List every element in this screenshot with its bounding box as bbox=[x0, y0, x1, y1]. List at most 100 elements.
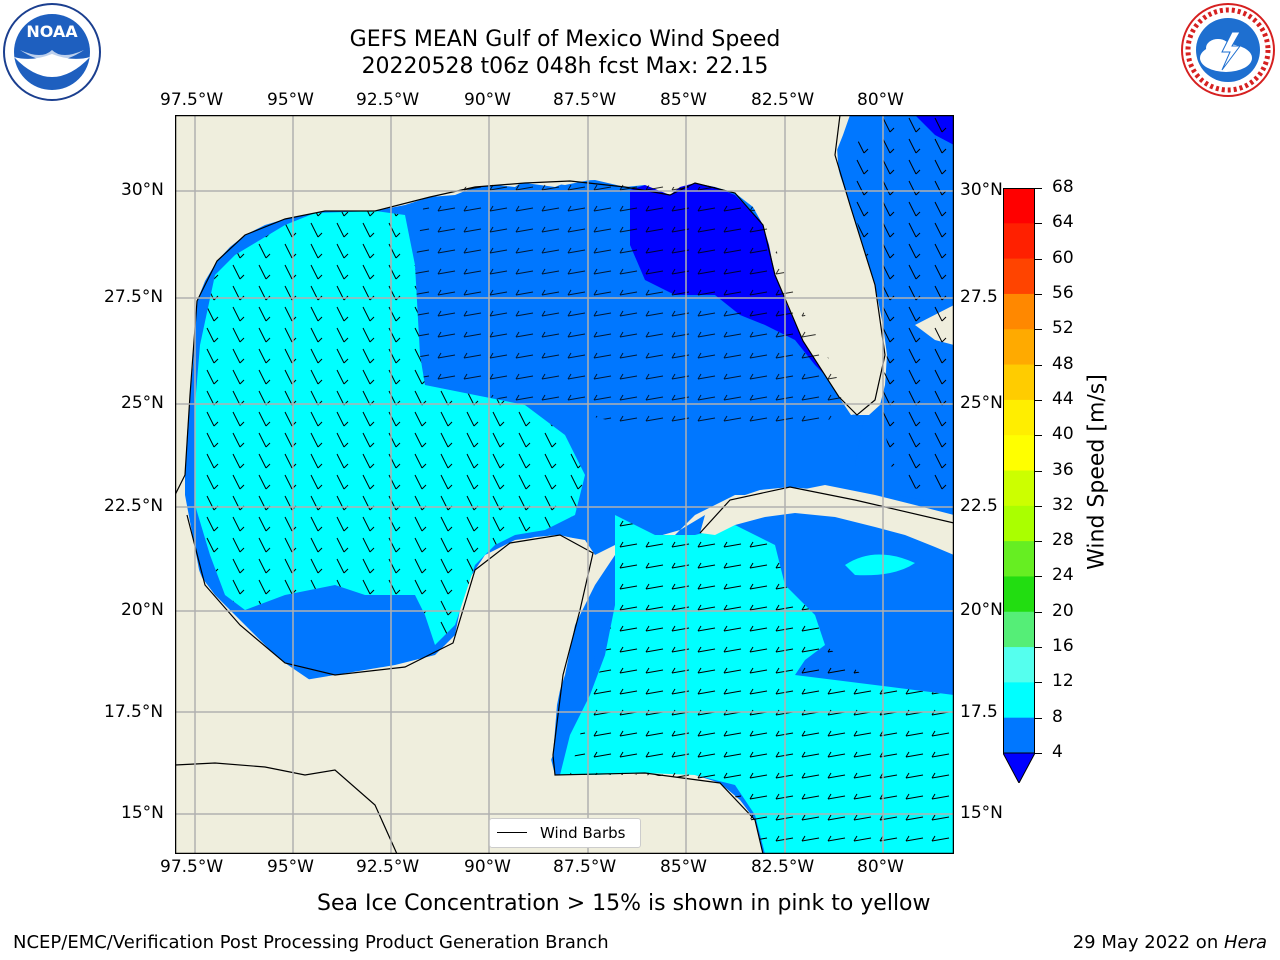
north-land bbox=[175, 115, 879, 495]
colorbar-tick-mark bbox=[1035, 753, 1042, 754]
lat-tick-left-3: 22.5°N bbox=[104, 496, 164, 516]
colorbar-segment bbox=[1003, 647, 1035, 683]
colorbar-tick-label: 28 bbox=[1052, 530, 1074, 551]
colorbar-tick-mark bbox=[1035, 435, 1042, 437]
colorbar-tick-label: 64 bbox=[1052, 212, 1074, 233]
lon-tick-top-7: 80°W bbox=[857, 90, 904, 110]
colorbar-tick-label: 4 bbox=[1052, 742, 1063, 762]
lon-tick-bottom-6: 82.5°W bbox=[751, 857, 815, 877]
colorbar-segment bbox=[1003, 188, 1035, 224]
colorbar-segment bbox=[1003, 329, 1035, 366]
legend-label: Wind Barbs bbox=[540, 824, 626, 842]
colorbar-tick-mark bbox=[1035, 223, 1042, 225]
colorbar-tick-mark bbox=[1035, 470, 1042, 472]
colorbar-tick-mark bbox=[1035, 611, 1042, 613]
sea-ice-caption: Sea Ice Concentration > 15% is shown in … bbox=[317, 891, 931, 916]
svg-text:NOAA: NOAA bbox=[26, 22, 78, 41]
lon-tick-bottom-7: 80°W bbox=[857, 857, 904, 877]
colorbar-tick-label: 8 bbox=[1052, 706, 1063, 727]
colorbar-tick-mark bbox=[1035, 188, 1042, 189]
lon-tick-top-5: 85°W bbox=[660, 90, 707, 110]
plot-title-line2: 20220528 t06z 048h fcst Max: 22.15 bbox=[361, 54, 769, 79]
colorbar-extend-triangle bbox=[1002, 752, 1036, 785]
colorbar-tick-label: 68 bbox=[1052, 177, 1074, 197]
lon-tick-bottom-2: 92.5°W bbox=[356, 857, 420, 877]
wind-speed-map bbox=[174, 114, 955, 855]
colorbar-tick-label: 36 bbox=[1052, 459, 1074, 480]
colorbar-segment bbox=[1003, 470, 1035, 507]
lat-tick-left-0: 30°N bbox=[121, 180, 164, 200]
lon-tick-bottom-4: 87.5°W bbox=[553, 857, 617, 877]
lat-tick-left-5: 17.5°N bbox=[104, 702, 164, 722]
colorbar-segment bbox=[1003, 541, 1035, 577]
lat-tick-left-6: 15°N bbox=[121, 803, 164, 823]
lon-tick-top-2: 92.5°W bbox=[356, 90, 420, 110]
footer-host: Hera bbox=[1223, 932, 1267, 953]
lat-tick-right-3: 22.5 bbox=[960, 496, 998, 516]
footer-right: 29 May 2022 on Hera bbox=[1073, 932, 1267, 953]
lat-tick-right-2: 25°N bbox=[960, 393, 1003, 413]
colorbar-segment bbox=[1003, 399, 1035, 436]
colorbar-tick-mark bbox=[1035, 329, 1042, 331]
plot-title-line1: GEFS MEAN Gulf of Mexico Wind Speed bbox=[349, 27, 781, 52]
colorbar-segment bbox=[1003, 611, 1035, 648]
lat-tick-left-2: 25°N bbox=[121, 393, 164, 413]
colorbar-segment bbox=[1003, 364, 1035, 401]
colorbar-segment bbox=[1003, 293, 1035, 330]
lat-tick-right-1: 27.5 bbox=[960, 287, 998, 307]
colorbar-tick-mark bbox=[1035, 399, 1042, 401]
colorbar-tick-label: 52 bbox=[1052, 318, 1074, 339]
colorbar-tick-mark bbox=[1035, 647, 1042, 649]
lon-tick-top-3: 90°W bbox=[464, 90, 511, 110]
colorbar-tick-label: 40 bbox=[1052, 424, 1074, 445]
lat-tick-right-5: 17.5 bbox=[960, 702, 998, 722]
lat-tick-left-4: 20°N bbox=[121, 600, 164, 620]
colorbar-tick-mark bbox=[1035, 293, 1042, 295]
colorbar-segment bbox=[1003, 223, 1035, 260]
cuba-land bbox=[700, 487, 954, 555]
colorbar-segment bbox=[1003, 435, 1035, 471]
colorbar-segment bbox=[1003, 717, 1035, 754]
lat-tick-left-1: 27.5°N bbox=[104, 287, 164, 307]
colorbar bbox=[1002, 188, 1036, 785]
lon-tick-bottom-3: 90°W bbox=[464, 857, 511, 877]
grid-lines bbox=[175, 115, 954, 854]
colorbar-segment bbox=[1003, 258, 1035, 295]
colorbar-tick-label: 24 bbox=[1052, 565, 1074, 586]
nws-logo bbox=[1178, 2, 1278, 98]
colorbar-segment bbox=[1003, 682, 1035, 719]
footer-left: NCEP/EMC/Verification Post Processing Pr… bbox=[13, 932, 609, 953]
noaa-logo: NOAA bbox=[2, 2, 102, 102]
lon-tick-top-4: 87.5°W bbox=[553, 90, 617, 110]
colorbar-tick-mark bbox=[1035, 541, 1042, 543]
map-panel: Wind Barbs bbox=[174, 114, 955, 855]
colorbar-tick-label: 20 bbox=[1052, 600, 1074, 621]
lon-tick-bottom-5: 85°W bbox=[660, 857, 707, 877]
colorbar-tick-mark bbox=[1035, 682, 1042, 684]
lat-tick-right-0: 30°N bbox=[960, 180, 1003, 200]
lon-tick-top-0: 97.5°W bbox=[160, 90, 224, 110]
footer-date: 29 May 2022 on bbox=[1072, 932, 1224, 953]
colorbar-tick-mark bbox=[1035, 717, 1042, 719]
lon-tick-bottom-1: 95°W bbox=[267, 857, 314, 877]
legend-line-swatch bbox=[497, 832, 527, 833]
lat-tick-right-4: 20°N bbox=[960, 600, 1003, 620]
colorbar-tick-mark bbox=[1035, 258, 1042, 260]
colorbar-tick-label: 44 bbox=[1052, 388, 1074, 409]
colorbar-tick-label: 16 bbox=[1052, 636, 1074, 657]
colorbar-tick-label: 56 bbox=[1052, 282, 1074, 303]
mexico-land bbox=[175, 495, 763, 854]
lon-tick-top-6: 82.5°W bbox=[751, 90, 815, 110]
colorbar-segment bbox=[1003, 576, 1035, 613]
colorbar-tick-mark bbox=[1035, 576, 1042, 578]
legend-box: Wind Barbs bbox=[489, 818, 641, 848]
lon-tick-bottom-0: 97.5°W bbox=[160, 857, 224, 877]
lon-tick-top-1: 95°W bbox=[267, 90, 314, 110]
colorbar-tick-mark bbox=[1035, 364, 1042, 366]
colorbar-tick-mark bbox=[1035, 505, 1042, 507]
colorbar-tick-label: 60 bbox=[1052, 247, 1074, 268]
colorbar-tick-label: 32 bbox=[1052, 494, 1074, 515]
colorbar-segment bbox=[1003, 505, 1035, 542]
colorbar-label: Wind Speed [m/s] bbox=[1084, 374, 1110, 570]
colorbar-tick-label: 12 bbox=[1052, 671, 1074, 692]
